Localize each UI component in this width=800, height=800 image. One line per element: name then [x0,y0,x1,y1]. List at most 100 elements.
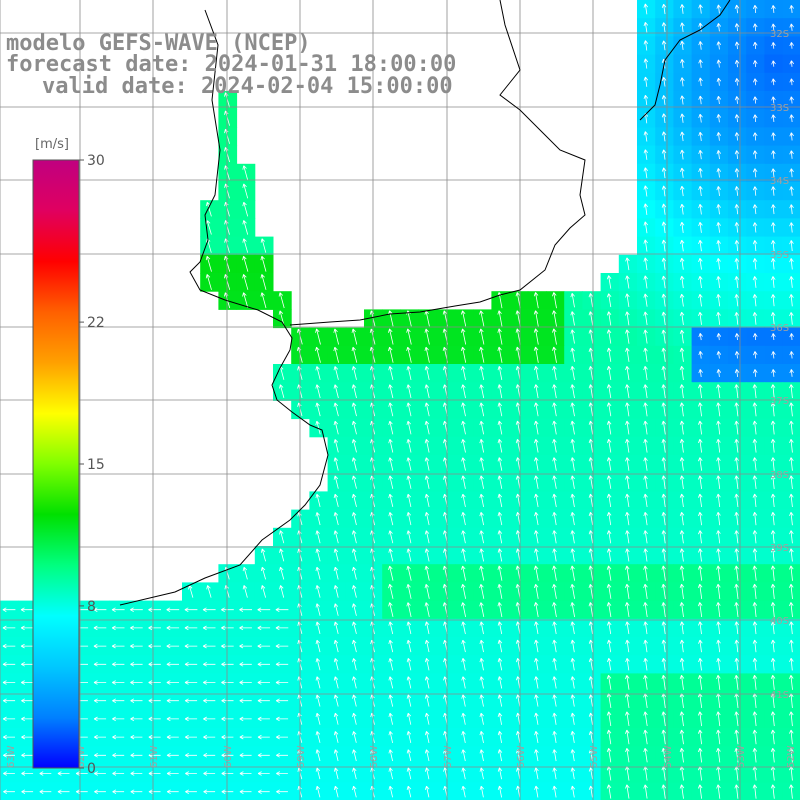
wind-arrow [388,402,394,417]
wind-arrow [661,639,667,653]
wind-cell [782,218,800,238]
wind-arrow [789,96,794,104]
wind-arrow [661,257,667,270]
wind-arrow [203,716,216,722]
wind-arrow [388,420,394,435]
wind-arrow [333,475,339,489]
wind-arrow [533,310,539,327]
wind-arrow [716,402,721,417]
wind-arrow [534,475,539,489]
wind-arrow [388,328,394,345]
wind-arrow [625,457,630,471]
wind-arrow [239,771,252,776]
wind-arrow [679,257,685,270]
wind-cell [782,764,800,784]
wind-arrow [333,402,339,417]
wind-arrow [771,351,776,359]
wind-arrow [661,384,667,399]
wind-arrow [789,294,794,307]
wind-arrow [570,530,576,544]
wind-arrow [352,749,357,762]
wind-arrow [570,785,576,798]
wind-arrow [552,346,557,363]
wind-arrow [2,625,16,631]
wind-arrow [239,625,252,631]
wind-arrow [661,40,667,51]
wind-arrow [388,749,393,762]
wind-arrow [734,333,740,341]
wind-arrow [770,511,776,526]
latitude-label: 34S [770,176,789,187]
wind-arrow [625,530,630,544]
colorbar-tick-label: 0 [87,761,96,777]
wind-arrow [130,789,143,794]
wind-arrow [479,384,485,399]
wind-arrow [333,346,339,363]
wind-arrow [206,585,212,598]
wind-arrow [221,643,234,649]
wind-arrow [606,565,612,581]
wind-arrow [461,475,466,489]
wind-arrow [752,240,758,252]
wind-arrow [21,734,34,740]
wind-arrow [588,347,594,362]
wind-arrow [460,328,467,345]
wind-arrow [753,351,758,359]
wind-arrow [21,771,34,776]
wind-arrow [479,676,485,689]
wind-arrow [734,602,739,618]
wind-arrow [789,333,794,341]
wind-arrow [789,384,794,399]
wind-arrow [333,694,339,707]
wind-arrow [2,643,16,649]
wind-arrow [185,771,197,776]
longitude-label: 63W [6,745,17,768]
wind-arrow [607,639,612,653]
wind-arrow [734,78,740,86]
wind-arrow [771,78,776,86]
wind-arrow [643,420,648,435]
wind-arrow [771,333,776,341]
wind-arrow [257,680,270,685]
wind-arrow [388,475,394,489]
wind-arrow [698,149,703,160]
wind-arrow [661,221,667,234]
wind-arrow [680,95,685,105]
wind-cell [782,182,800,201]
wind-arrow [333,603,339,616]
wind-arrow [643,76,649,87]
wind-arrow [279,566,285,580]
wind-arrow [697,674,703,690]
longitude-label: 62W [76,745,87,768]
wind-arrow [752,747,758,763]
wind-arrow [789,240,794,252]
wind-arrow [734,276,740,288]
wind-arrow [315,603,321,616]
wind-arrow [352,676,357,689]
wind-arrow [752,132,758,141]
wind-arrow [534,530,539,544]
wind-arrow [20,625,34,631]
wind-arrow [552,785,557,798]
wind-arrow [242,274,249,290]
wind-arrow [257,771,270,776]
wind-arrow [734,729,739,745]
wind-arrow [716,4,722,14]
wind-arrow [607,621,612,635]
wind-cell [782,291,800,310]
wind-arrow [752,530,758,544]
wind-arrow [315,621,321,634]
wind-arrow [697,583,703,599]
wind-arrow [315,328,321,345]
wind-arrow [184,625,198,631]
wind-arrow [734,96,740,104]
wind-arrow [734,402,739,417]
colorbar: [m/s] 30 22 15 8 0 [32,137,105,777]
wind-arrow [497,530,503,544]
wind-arrow [716,186,721,196]
wind-arrow [184,716,198,722]
wind-arrow [643,329,648,344]
wind-arrow [698,333,703,341]
wind-arrow [606,548,612,562]
